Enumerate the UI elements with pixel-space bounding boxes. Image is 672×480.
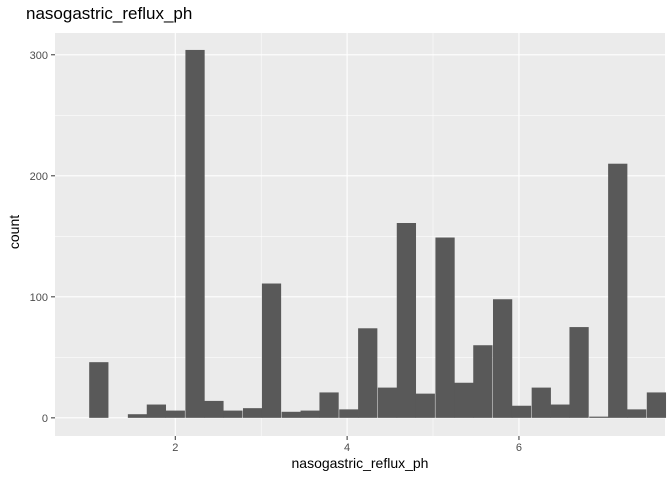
histogram-bar xyxy=(473,345,493,418)
histogram-bar xyxy=(396,223,417,418)
y-tick-label: 0 xyxy=(42,413,48,425)
histogram-bar xyxy=(569,327,589,418)
histogram-bar xyxy=(531,387,551,418)
histogram-bar xyxy=(185,49,205,418)
histogram-bar xyxy=(204,400,224,418)
histogram-bar xyxy=(339,409,359,418)
histogram-bar xyxy=(589,416,609,418)
chart-title: nasogastric_reflux_ph xyxy=(26,4,193,23)
histogram-bar xyxy=(608,163,628,418)
histogram-bar xyxy=(454,382,474,418)
y-axis-label: count xyxy=(6,214,22,250)
histogram-bar xyxy=(492,299,513,418)
histogram-bar xyxy=(146,404,167,418)
histogram-bar xyxy=(242,408,263,418)
histogram-bar xyxy=(89,362,109,418)
x-tick-label: 2 xyxy=(172,442,178,454)
histogram-bar xyxy=(550,404,570,418)
y-tick-label: 100 xyxy=(30,292,48,304)
histogram-bar xyxy=(223,410,243,418)
histogram-bar xyxy=(281,411,301,418)
y-tick-label: 200 xyxy=(30,171,48,183)
histogram-bar xyxy=(646,392,667,418)
histogram-bar xyxy=(377,387,398,418)
x-axis-label: nasogastric_reflux_ph xyxy=(291,455,429,471)
histogram-bar xyxy=(511,405,532,418)
x-tick-label: 6 xyxy=(516,442,522,454)
histogram-bar xyxy=(358,328,378,418)
histogram-bar xyxy=(319,392,339,418)
histogram-bar xyxy=(261,283,282,418)
x-tick-label: 4 xyxy=(344,442,350,454)
histogram-bar xyxy=(300,410,320,418)
histogram-bar xyxy=(127,414,148,418)
histogram-bar xyxy=(415,393,435,418)
histogram-bar xyxy=(627,409,647,418)
histogram-bar xyxy=(165,410,185,418)
histogram-bar xyxy=(435,237,455,418)
y-tick-label: 300 xyxy=(30,50,48,62)
